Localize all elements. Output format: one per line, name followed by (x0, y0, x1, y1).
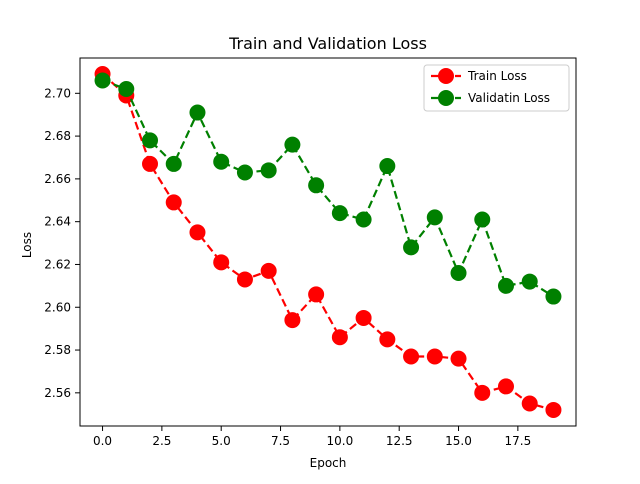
data-point (521, 395, 538, 412)
data-point (403, 239, 420, 256)
data-point (260, 162, 277, 179)
chart-title: Train and Validation Loss (228, 34, 427, 53)
y-tick-label: 2.64 (44, 215, 71, 229)
data-point (450, 265, 467, 282)
x-tick-label: 15.0 (445, 434, 472, 448)
x-tick-label: 12.5 (386, 434, 413, 448)
axes: 0.0 2.5 5.0 7.5 10.0 12.5 15.0 17.5 2.56 2.58 2.60… (44, 57, 577, 448)
data-point (308, 177, 325, 194)
y-tick-label: 2.66 (44, 172, 71, 186)
data-point (355, 309, 372, 326)
y-tick-label: 2.58 (44, 343, 71, 357)
data-point (284, 312, 301, 329)
data-point (165, 194, 182, 211)
y-tick-label: 2.70 (44, 86, 71, 100)
x-tick-label: 7.5 (271, 434, 290, 448)
legend-label: Validatin Loss (468, 91, 550, 105)
data-point (426, 209, 443, 226)
y-axis-label: Loss (20, 232, 34, 258)
x-tick-label: 0.0 (93, 434, 112, 448)
data-point (379, 331, 396, 348)
y-tick-label: 2.62 (44, 257, 71, 271)
data-point (236, 164, 253, 181)
data-point (331, 329, 348, 346)
data-point (331, 205, 348, 222)
legend-marker (438, 90, 454, 106)
series-0 (94, 66, 562, 418)
data-point (379, 158, 396, 175)
data-point (284, 136, 301, 153)
legend-entry: Train Loss (431, 68, 527, 84)
y-tick-label: 2.60 (44, 300, 71, 314)
plot-region (94, 66, 562, 418)
x-axis-label: Epoch (310, 456, 347, 470)
legend-entry: Validatin Loss (431, 90, 550, 106)
data-point (189, 224, 206, 241)
y-tick-label: 2.56 (44, 386, 71, 400)
y-tick-label: 2.68 (44, 129, 71, 143)
data-point (260, 262, 277, 279)
data-point (213, 254, 230, 271)
legend: Train Loss Validatin Loss (423, 64, 570, 112)
data-point (142, 155, 159, 172)
data-point (403, 348, 420, 365)
x-tick-label: 17.5 (504, 434, 531, 448)
data-point (474, 384, 491, 401)
data-point (521, 273, 538, 290)
x-tick-label: 10.0 (327, 434, 354, 448)
data-point (426, 348, 443, 365)
data-point (308, 286, 325, 303)
data-point (497, 378, 514, 395)
data-point (142, 132, 159, 149)
data-point (118, 81, 135, 98)
plot-frame (79, 57, 577, 427)
data-point (189, 104, 206, 121)
data-point (545, 401, 562, 418)
series-1 (94, 72, 562, 305)
data-point (474, 211, 491, 228)
series-line (101, 73, 554, 412)
data-point (450, 350, 467, 367)
x-tick-label: 5.0 (212, 434, 231, 448)
legend-marker (438, 68, 454, 84)
data-point (213, 153, 230, 170)
data-point (94, 72, 111, 89)
data-point (165, 155, 182, 172)
x-tick-label: 2.5 (152, 434, 171, 448)
series-line (102, 79, 555, 298)
data-point (497, 277, 514, 294)
legend-label: Train Loss (467, 69, 527, 83)
data-point (545, 288, 562, 305)
data-point (355, 211, 372, 228)
data-point (236, 271, 253, 288)
